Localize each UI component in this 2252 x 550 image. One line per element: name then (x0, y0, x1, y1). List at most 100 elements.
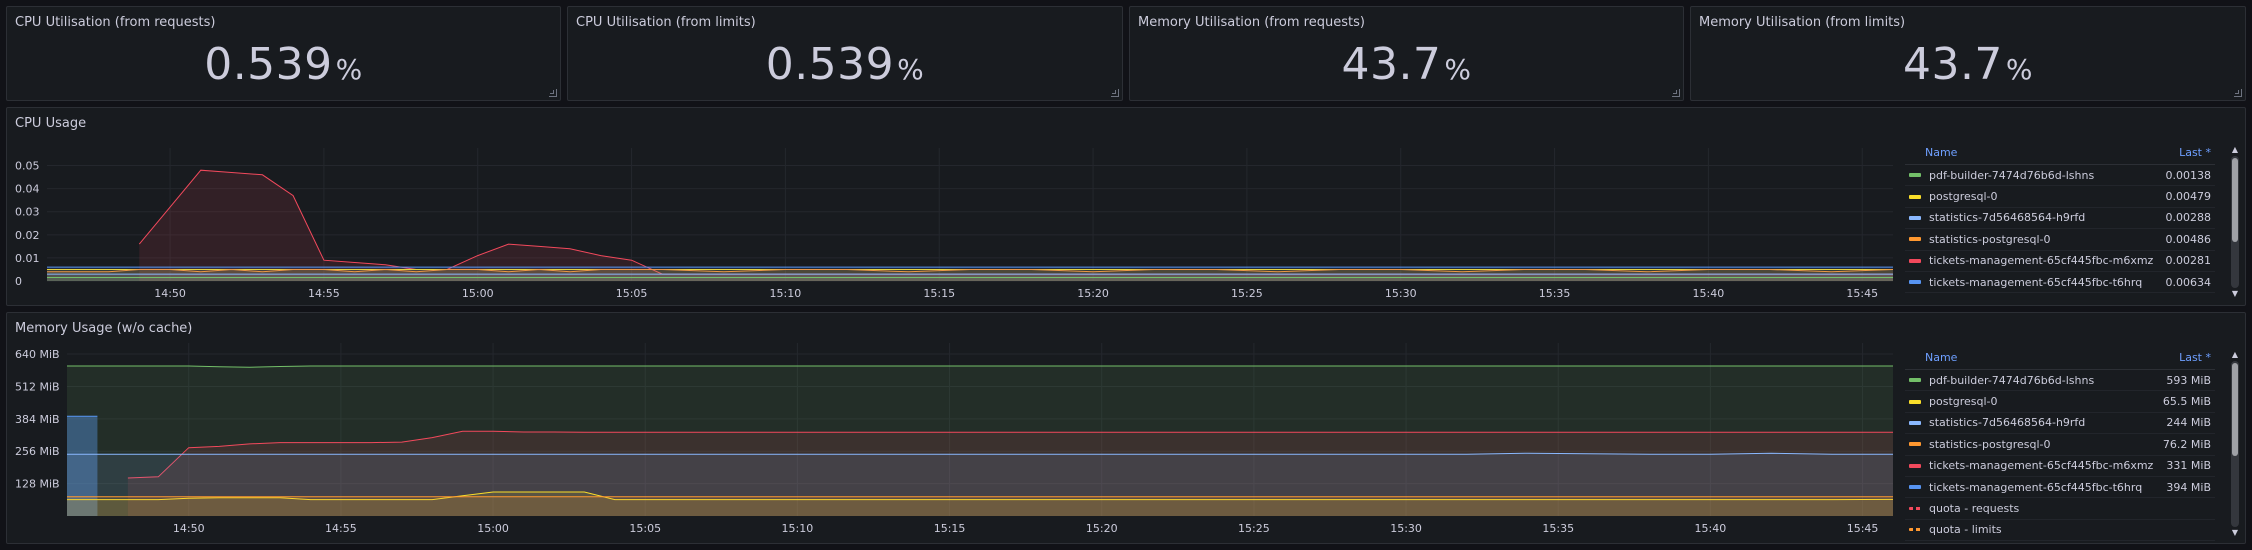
series-color-swatch-icon (1909, 420, 1921, 425)
legend-item[interactable]: tickets-management-65cf445fbc-t6hrq 394 M… (1905, 477, 2215, 499)
scroll-track[interactable] (2231, 156, 2239, 288)
series-color-swatch-icon (1909, 485, 1921, 490)
legend-item-last: 0.00288 (2165, 211, 2212, 225)
y-tick-label: 0.04 (15, 183, 40, 196)
scroll-down-icon[interactable]: ▼ (2231, 528, 2239, 537)
legend-item[interactable]: statistics-postgresql-0 0.00486 (1905, 229, 2215, 251)
legend-item[interactable]: quota - limits (1905, 520, 2215, 542)
legend-item-last: 0.00634 (2165, 275, 2212, 289)
legend-item[interactable]: postgresql-0 65.5 MiB (1905, 391, 2215, 413)
legend-item[interactable]: postgresql-0 0.00479 (1905, 186, 2215, 208)
legend-item-last: 0.00138 (2165, 168, 2212, 182)
series-area (67, 496, 1893, 516)
stat-number: 43.7 (1341, 39, 1442, 90)
series-color-swatch-icon (1909, 463, 1921, 468)
scroll-thumb[interactable] (2232, 158, 2238, 243)
legend-header-name[interactable]: Name (1925, 146, 1958, 159)
scroll-up-icon[interactable]: ▲ (2231, 145, 2239, 154)
memory-usage-chart[interactable]: 128 MiB 256 MiB 384 MiB 512 MiB 640 MiB 14:50… (7, 313, 1897, 543)
legend-item-name: tickets-management-65cf445fbc-m6xmz (1929, 254, 2154, 268)
series-area (67, 453, 1893, 516)
cpu-usage-chart[interactable]: 0 0.01 0.02 0.03 0.04 0.05 14:50 14:55 15:00 15:0… (7, 108, 1897, 298)
x-tick-label: 15:35 (1542, 522, 1574, 535)
legend-item-last: 65.5 MiB (2162, 395, 2211, 409)
legend-item-name: quota - limits (1929, 523, 2002, 537)
legend-item[interactable]: statistics-7d56468564-h9rfd 244 MiB (1905, 413, 2215, 435)
stat-value: 43.7% (1130, 39, 1683, 90)
cpu-usage-panel[interactable]: CPU Usage 0 0.01 0.02 0.03 0.04 0.05 14:50 14:5… (6, 107, 2246, 306)
x-tick-label: 15:25 (1238, 522, 1270, 535)
series-color-swatch-icon (1909, 442, 1921, 447)
scroll-down-icon[interactable]: ▼ (2231, 289, 2239, 298)
legend-item[interactable]: statistics-7d56468564-h9rfd 0.00288 (1905, 208, 2215, 230)
legend-item[interactable]: pdf-builder-7474d76b6d-lshns 0.00138 (1905, 165, 2215, 187)
legend-item-name: pdf-builder-7474d76b6d-lshns (1929, 168, 2095, 182)
series-line (127, 430, 1893, 479)
stat-value: 43.7% (1691, 39, 2245, 90)
legend-item-name: statistics-postgresql-0 (1929, 232, 2051, 246)
stat-unit: % (2005, 53, 2034, 86)
stat-panel-cpu-limits[interactable]: CPU Utilisation (from limits) 0.539% (567, 6, 1123, 101)
resize-handle-icon[interactable] (1111, 89, 1119, 97)
legend-item-last: 593 MiB (2166, 373, 2211, 387)
resize-handle-icon[interactable] (2234, 89, 2242, 97)
panel-title: Memory Usage (w/o cache) (15, 321, 193, 336)
x-tick-label: 15:20 (1077, 287, 1109, 298)
legend-header-last[interactable]: Last * (2179, 351, 2211, 364)
legend-item-name: tickets-management-65cf445fbc-t6hrq (1929, 275, 2143, 289)
legend-item[interactable]: tickets-management-65cf445fbc-m6xmz 331 M… (1905, 456, 2215, 477)
x-tick-label: 15:05 (616, 287, 648, 298)
legend-item[interactable]: pdf-builder-7474d76b6d-lshns 593 MiB (1905, 370, 2215, 392)
legend-rows: pdf-builder-7474d76b6d-lshns 593 MiB postg… (1905, 370, 2215, 542)
stat-panel-cpu-requests[interactable]: CPU Utilisation (from requests) 0.539% (6, 6, 561, 101)
stat-panel-memory-limits[interactable]: Memory Utilisation (from limits) 43.7% (1690, 6, 2246, 101)
y-tick-label: 128 MiB (15, 478, 60, 491)
legend-item[interactable]: statistics-postgresql-0 76.2 MiB (1905, 434, 2215, 456)
stat-unit: % (335, 53, 363, 86)
x-tick-label: 14:55 (325, 522, 357, 535)
legend-header-last[interactable]: Last * (2179, 146, 2211, 159)
legend-header: Name Last * (1905, 351, 2215, 370)
legend-header-name[interactable]: Name (1925, 351, 1958, 364)
y-tick-label: 512 MiB (15, 380, 60, 393)
resize-handle-icon[interactable] (1672, 89, 1680, 97)
series-line (47, 268, 1894, 273)
x-tick-label: 15:20 (1086, 522, 1118, 535)
legend-item[interactable]: tickets-management-65cf445fbc-t6hrq 0.006… (1905, 272, 2215, 294)
x-tick-label: 15:00 (477, 522, 509, 535)
x-tick-label: 15:35 (1539, 287, 1571, 298)
resize-handle-icon[interactable] (549, 89, 557, 97)
legend-item-last: 244 MiB (2166, 416, 2211, 430)
scroll-up-icon[interactable]: ▲ (2231, 350, 2239, 359)
legend-item-name: postgresql-0 (1929, 395, 1998, 409)
series-area (139, 170, 1893, 281)
legend-item-name: postgresql-0 (1929, 190, 1998, 204)
legend-item-name: statistics-postgresql-0 (1929, 437, 2051, 451)
legend-item[interactable]: quota - requests (1905, 498, 2215, 520)
series-color-swatch-icon (1909, 237, 1921, 242)
stat-unit: % (1444, 53, 1472, 86)
x-tick-label: 15:00 (462, 287, 494, 298)
x-tick-label: 15:15 (934, 522, 966, 535)
legend-item-last: 0.00486 (2165, 232, 2212, 246)
series-line (138, 169, 1893, 275)
series-area (127, 431, 1893, 516)
x-tick-label: 15:05 (629, 522, 661, 535)
stat-number: 43.7 (1902, 39, 2003, 90)
y-tick-label: 0.02 (15, 229, 40, 242)
scroll-thumb[interactable] (2232, 363, 2238, 456)
legend-item-last: 0.00479 (2165, 190, 2212, 204)
stat-panel-memory-requests[interactable]: Memory Utilisation (from requests) 43.7% (1129, 6, 1684, 101)
series-area (47, 269, 1893, 281)
legend-item[interactable]: tickets-management-65cf445fbc-m6xmz 0.002… (1905, 251, 2215, 272)
series-line (67, 491, 1894, 501)
memory-usage-panel[interactable]: Memory Usage (w/o cache) 128 MiB 256 MiB 3… (6, 312, 2246, 544)
panel-title: CPU Utilisation (from requests) (15, 15, 216, 30)
legend-scrollbar[interactable]: ▲ ▼ (2231, 351, 2239, 537)
scroll-track[interactable] (2231, 361, 2239, 527)
stat-number: 0.539 (204, 39, 333, 90)
series-color-swatch-icon (1909, 258, 1921, 263)
panel-title: CPU Utilisation (from limits) (576, 15, 756, 30)
legend-scrollbar[interactable]: ▲ ▼ (2231, 146, 2239, 298)
y-tick-label: 0 (15, 275, 22, 288)
